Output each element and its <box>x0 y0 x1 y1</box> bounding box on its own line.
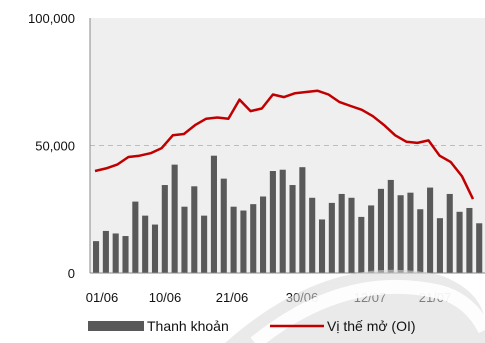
bar <box>358 216 365 273</box>
bar <box>397 195 404 273</box>
bar <box>456 211 463 273</box>
bar <box>289 185 296 273</box>
bar <box>387 179 394 273</box>
bar <box>328 202 335 274</box>
y-tick-label: 50,000 <box>35 139 75 154</box>
y-tick-label: 0 <box>68 266 75 281</box>
bar <box>377 188 385 273</box>
bar <box>102 230 109 273</box>
bar <box>122 236 129 273</box>
bar <box>142 215 149 274</box>
bar <box>161 185 168 273</box>
x-tick-label: 01/06 <box>86 290 119 305</box>
bar <box>260 196 267 273</box>
bar <box>220 178 227 273</box>
x-tick-label: 21/06 <box>216 290 249 305</box>
bar <box>201 215 208 274</box>
bar <box>132 201 139 273</box>
bar <box>348 197 355 273</box>
bar-series <box>93 155 483 274</box>
bar <box>93 241 100 274</box>
x-tick-label: 10/06 <box>149 290 182 305</box>
bar <box>309 197 316 273</box>
bar <box>299 167 306 273</box>
bar <box>427 187 434 273</box>
y-tick-label: 100,000 <box>28 11 75 26</box>
bar <box>191 186 198 273</box>
bar <box>466 207 473 273</box>
bar <box>181 206 188 273</box>
bar <box>269 171 276 273</box>
bar <box>230 206 237 273</box>
legend-label-thanh-khoan: Thanh khoản <box>147 318 229 334</box>
bar <box>368 205 375 273</box>
bar <box>240 210 247 273</box>
bar <box>338 193 345 273</box>
bar <box>446 193 453 273</box>
oi-line <box>94 89 475 200</box>
bar <box>210 155 217 273</box>
legend-label-oi: Vị thế mở (OI) <box>327 318 416 334</box>
bar <box>171 164 178 274</box>
y-tick-labels: 0 50,000 100,000 <box>28 11 75 281</box>
bar <box>436 218 443 273</box>
bar <box>318 219 326 273</box>
bar <box>417 209 424 273</box>
bar <box>250 204 257 273</box>
decorative-curve-inner <box>250 280 485 343</box>
bar <box>151 224 159 273</box>
bar <box>112 233 119 273</box>
bar <box>476 223 483 273</box>
legend-bar-swatch <box>88 321 144 331</box>
bar <box>407 192 414 273</box>
legend: Thanh khoản Vị thế mở (OI) <box>88 318 416 334</box>
bar <box>279 169 286 273</box>
